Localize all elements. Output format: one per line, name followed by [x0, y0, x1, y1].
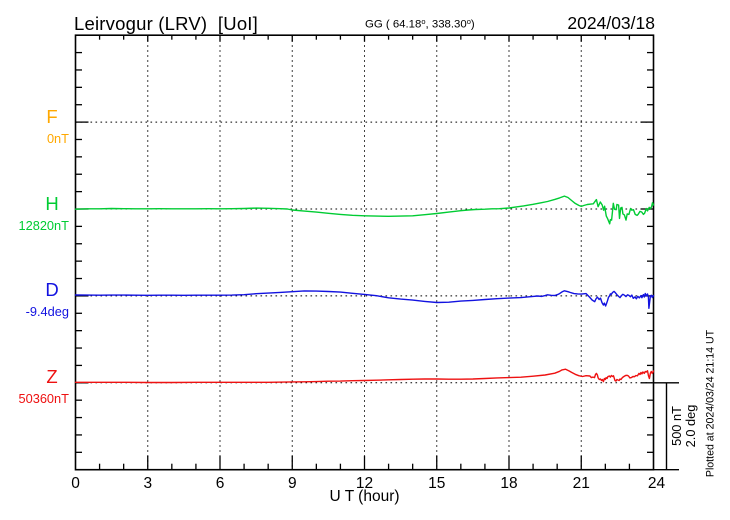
- station-title: Leirvogur (LRV) [UoI]: [74, 13, 258, 34]
- x-axis-title: U T (hour): [329, 488, 400, 505]
- x-tick-label-0: 0: [71, 475, 80, 492]
- scale-bar-label: 500 nT 2.0 deg: [669, 371, 698, 481]
- degree-symbol: o: [466, 16, 471, 26]
- x-tick-label-3: 3: [143, 475, 153, 492]
- trace-Z: [74, 368, 655, 384]
- x-tick-label-15: 15: [428, 475, 446, 492]
- trace-value-H: 12820nT: [18, 217, 69, 233]
- scale-bar-nt: 500 nT: [669, 405, 684, 446]
- scale-bar-deg: 2.0 deg: [682, 404, 698, 447]
- coords-lon: , 338.30: [425, 18, 467, 30]
- trace-D: [74, 290, 655, 309]
- plotted-at-timestamp: Plotted at 2024/03/24 21:14 UT: [704, 329, 717, 477]
- coords-lat: GG ( 64.18: [365, 18, 422, 30]
- x-tick-label-18: 18: [500, 475, 518, 492]
- trace-letter-D: D: [45, 279, 59, 301]
- x-tick-label-21: 21: [572, 475, 590, 492]
- geographic-coordinates: GG ( 64.18o, 338.30o): [365, 17, 475, 31]
- trace-value-F: 0nT: [46, 130, 69, 146]
- trace-letter-H: H: [45, 192, 59, 214]
- trace-value-D: -9.4deg: [25, 304, 69, 320]
- trace-H: [74, 195, 655, 225]
- trace-value-Z: 50360nT: [18, 391, 69, 407]
- coords-close: ): [470, 18, 475, 30]
- x-tick-label-12: 12: [355, 475, 374, 492]
- x-tick-label-24: 24: [647, 475, 666, 492]
- x-tick-label-9: 9: [287, 475, 297, 492]
- plot-date: 2024/03/18: [567, 12, 655, 33]
- x-tick-label-6: 6: [215, 475, 225, 492]
- trace-letter-F: F: [46, 105, 58, 127]
- trace-letter-Z: Z: [46, 366, 58, 388]
- degree-symbol: o: [421, 16, 426, 26]
